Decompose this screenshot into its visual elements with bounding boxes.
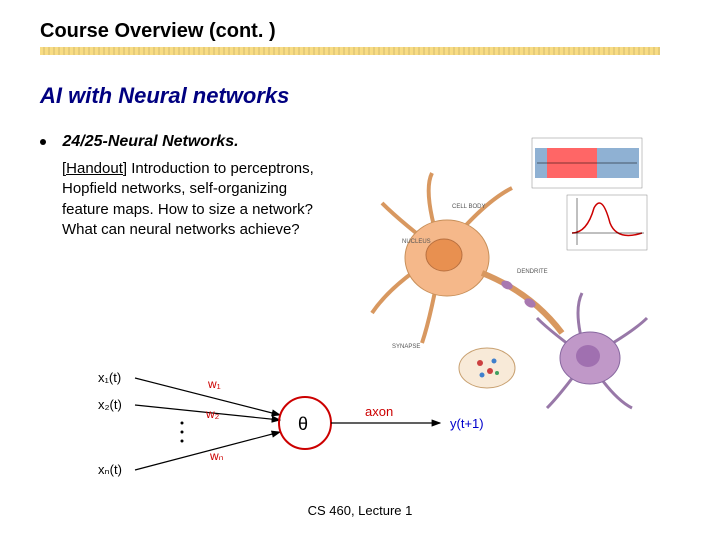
- weight-wn: wₙ: [209, 449, 224, 463]
- bullet-icon: [40, 139, 46, 145]
- slide-footer: CS 460, Lecture 1: [0, 503, 720, 518]
- axon-label: axon: [365, 404, 393, 419]
- slide-title: Course Overview (cont. ): [40, 20, 680, 43]
- input-x1: x₁(t): [98, 370, 121, 385]
- weight-w1: w₁: [207, 377, 221, 391]
- neuron-orange: [372, 173, 562, 343]
- slide-subtitle: AI with Neural networks: [40, 83, 680, 109]
- neuron-purple: [537, 293, 647, 408]
- label-dendrite: DENDRITE: [517, 269, 548, 275]
- bullet-row: 24/25-Neural Networks.: [40, 133, 320, 151]
- body-text: [Handout] Introduction to perceptrons, H…: [62, 159, 320, 240]
- slide-container: Course Overview (cont. ) AI with Neural …: [0, 0, 720, 540]
- title-underline: [40, 47, 660, 55]
- theta-label: θ: [298, 414, 308, 434]
- input-x2: x₂(t): [98, 397, 122, 412]
- label-nucleus: NUCLEUS: [402, 239, 431, 245]
- handout-link[interactable]: [Handout]: [62, 160, 127, 177]
- input-xn: xₙ(t): [98, 462, 122, 477]
- output-label: y(t+1): [450, 416, 484, 431]
- weight-w2: w₂: [205, 407, 220, 421]
- label-synapse: SYNAPSE: [392, 344, 420, 350]
- label-cellbody: CELL BODY: [452, 204, 485, 210]
- bullet-title: 24/25-Neural Networks.: [62, 133, 238, 150]
- perceptron-diagram: x₁(t) x₂(t) xₙ(t) w₁ w₂ wₙ θ axon y(t+1): [90, 360, 510, 490]
